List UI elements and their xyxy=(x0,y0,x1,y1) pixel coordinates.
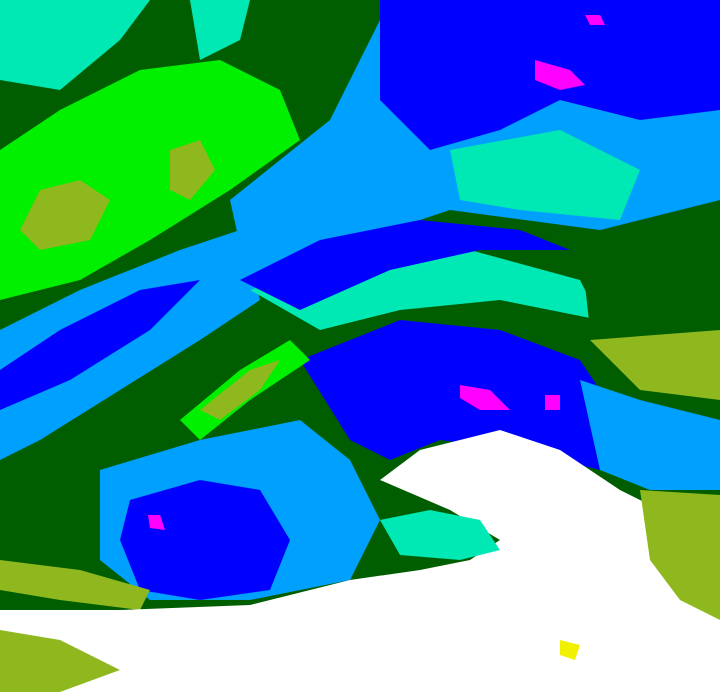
aqua-band-upper xyxy=(450,130,640,220)
aqua-region-top xyxy=(190,0,250,60)
olive-patch-center xyxy=(170,140,215,200)
olive-speckle-bottom xyxy=(0,630,120,692)
blue-blob-lower-left xyxy=(120,480,290,600)
light-blue-rim-right xyxy=(580,380,720,490)
magenta-spot-top xyxy=(535,60,585,90)
white-cloud-region xyxy=(0,430,720,692)
olive-patch-lower-right xyxy=(640,490,720,620)
blue-band-left xyxy=(0,280,200,410)
light-blue-band-left xyxy=(0,230,260,460)
aqua-region-top-left xyxy=(0,0,150,90)
magenta-spot-lower-left xyxy=(148,515,165,530)
olive-patch-left xyxy=(20,180,110,250)
olive-patch-right xyxy=(590,330,720,400)
yellow-speckle-bottom xyxy=(560,640,580,660)
magenta-spot-center xyxy=(460,385,510,410)
olive-streak xyxy=(200,360,280,420)
blue-band-center xyxy=(240,220,570,310)
magenta-spot-top-small xyxy=(585,15,605,25)
olive-strip-bottom-left xyxy=(0,560,150,610)
aqua-patch-lower xyxy=(380,510,500,560)
magenta-spot-right xyxy=(545,395,560,410)
